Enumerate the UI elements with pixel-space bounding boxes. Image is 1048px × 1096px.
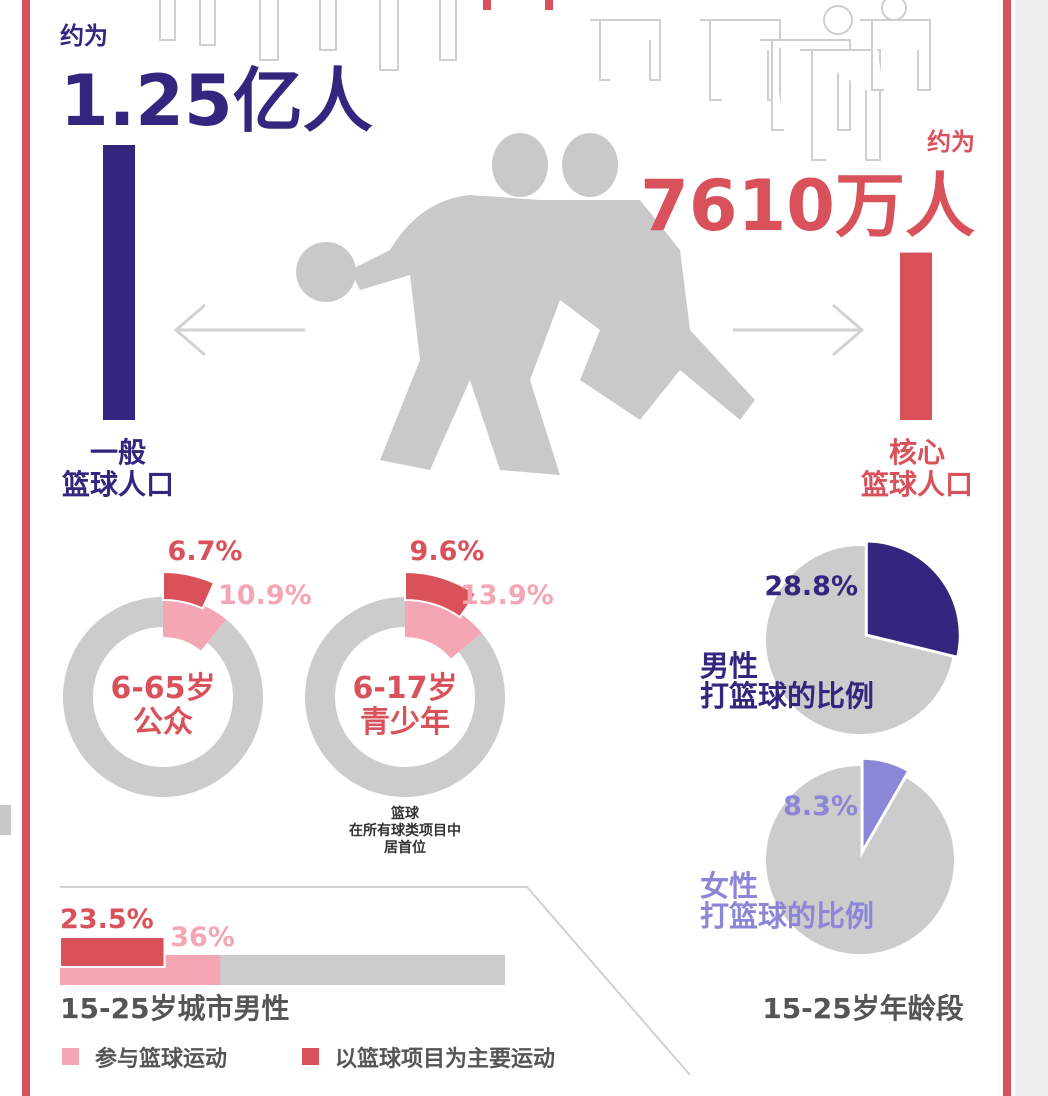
pie-caption: 打篮球的比例 xyxy=(700,899,874,933)
value-label: 36% xyxy=(170,922,235,953)
prefix: 约为 xyxy=(927,128,975,156)
value-label: 6.7% xyxy=(168,536,243,567)
donut-main xyxy=(162,570,216,610)
pie-caption: 打篮球的比例 xyxy=(700,679,874,713)
decor xyxy=(483,0,491,10)
divider xyxy=(60,886,691,1076)
caption: 核心 xyxy=(889,436,945,469)
legend-label: 以篮球项目为主要运动 xyxy=(335,1046,555,1072)
donut-title: 6-65岁 xyxy=(110,671,215,706)
population-bar xyxy=(900,252,932,420)
bar-main xyxy=(59,936,166,968)
legend-swatch xyxy=(302,1048,319,1065)
crowd xyxy=(159,0,931,161)
caption: 篮球人口 xyxy=(61,468,174,501)
donut-rest xyxy=(63,597,264,797)
donut-rest xyxy=(305,597,505,797)
value-label: 28.8% xyxy=(764,571,858,602)
pie-slice xyxy=(864,539,962,660)
scroll-area xyxy=(1015,0,1048,1096)
donut-title: 公众 xyxy=(133,705,193,740)
headline: 1.25亿人 xyxy=(60,60,373,142)
pie-caption: 男性 xyxy=(700,649,758,683)
donut-participate xyxy=(163,597,227,651)
decor xyxy=(545,0,553,10)
frame-left xyxy=(22,0,30,1096)
legend-label: 参与篮球运动 xyxy=(95,1046,227,1072)
side-tab xyxy=(0,805,11,835)
prefix: 约为 xyxy=(60,22,108,50)
headline: 7610万人 xyxy=(640,165,975,247)
pie-rest xyxy=(766,766,954,954)
value-label: 10.9% xyxy=(218,580,312,611)
value-label: 13.9% xyxy=(460,580,554,611)
arrows xyxy=(173,303,865,357)
value-label: 8.3% xyxy=(783,791,858,822)
donut-main xyxy=(404,570,478,619)
frame-right xyxy=(1003,0,1011,1096)
caption: 一般 xyxy=(90,436,146,469)
value-label: 23.5% xyxy=(60,904,154,935)
donut-title: 6-17岁 xyxy=(352,671,457,706)
note: 在所有球类项目中 xyxy=(349,822,461,839)
players-silhouette xyxy=(296,133,755,475)
caption: 篮球人口 xyxy=(860,468,973,501)
donut-title: 青少年 xyxy=(360,705,450,740)
pie-caption: 女性 xyxy=(700,869,758,903)
note: 篮球 xyxy=(390,805,420,822)
note: 居首位 xyxy=(384,839,426,856)
caption: 15-25岁年龄段 xyxy=(762,992,964,1025)
donut-participate xyxy=(405,597,482,659)
value-label: 9.6% xyxy=(410,536,485,567)
bar-title: 15-25岁城市男性 xyxy=(60,992,290,1025)
population-bar xyxy=(103,145,135,420)
pie-slice xyxy=(860,756,911,858)
legend-swatch xyxy=(62,1048,79,1065)
